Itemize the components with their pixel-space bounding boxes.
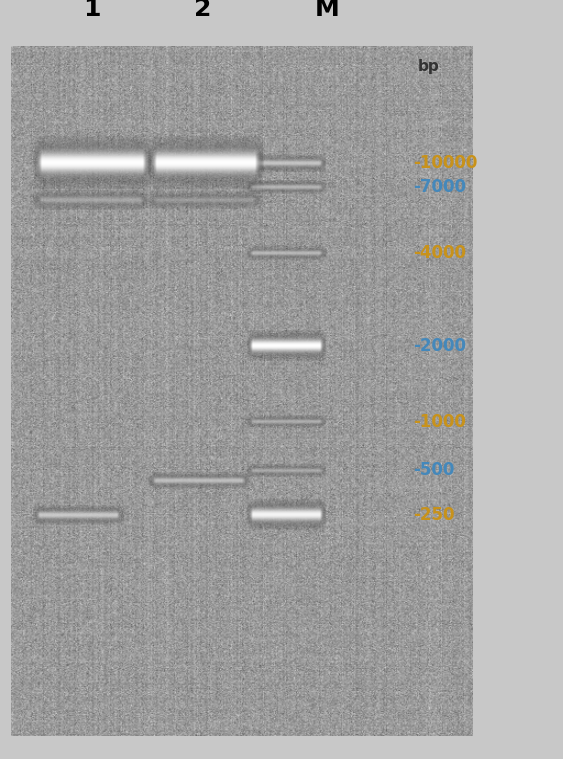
Text: -2000: -2000 [413,337,466,355]
Text: -7000: -7000 [413,178,466,196]
Text: -4000: -4000 [413,244,466,262]
Text: 1: 1 [83,0,101,21]
Text: 2: 2 [194,0,212,21]
Text: -1000: -1000 [413,413,466,431]
Text: -250: -250 [413,506,455,524]
Text: -10000: -10000 [413,154,477,172]
Text: bp: bp [418,58,440,74]
Text: -500: -500 [413,461,454,480]
Text: M: M [315,0,340,21]
